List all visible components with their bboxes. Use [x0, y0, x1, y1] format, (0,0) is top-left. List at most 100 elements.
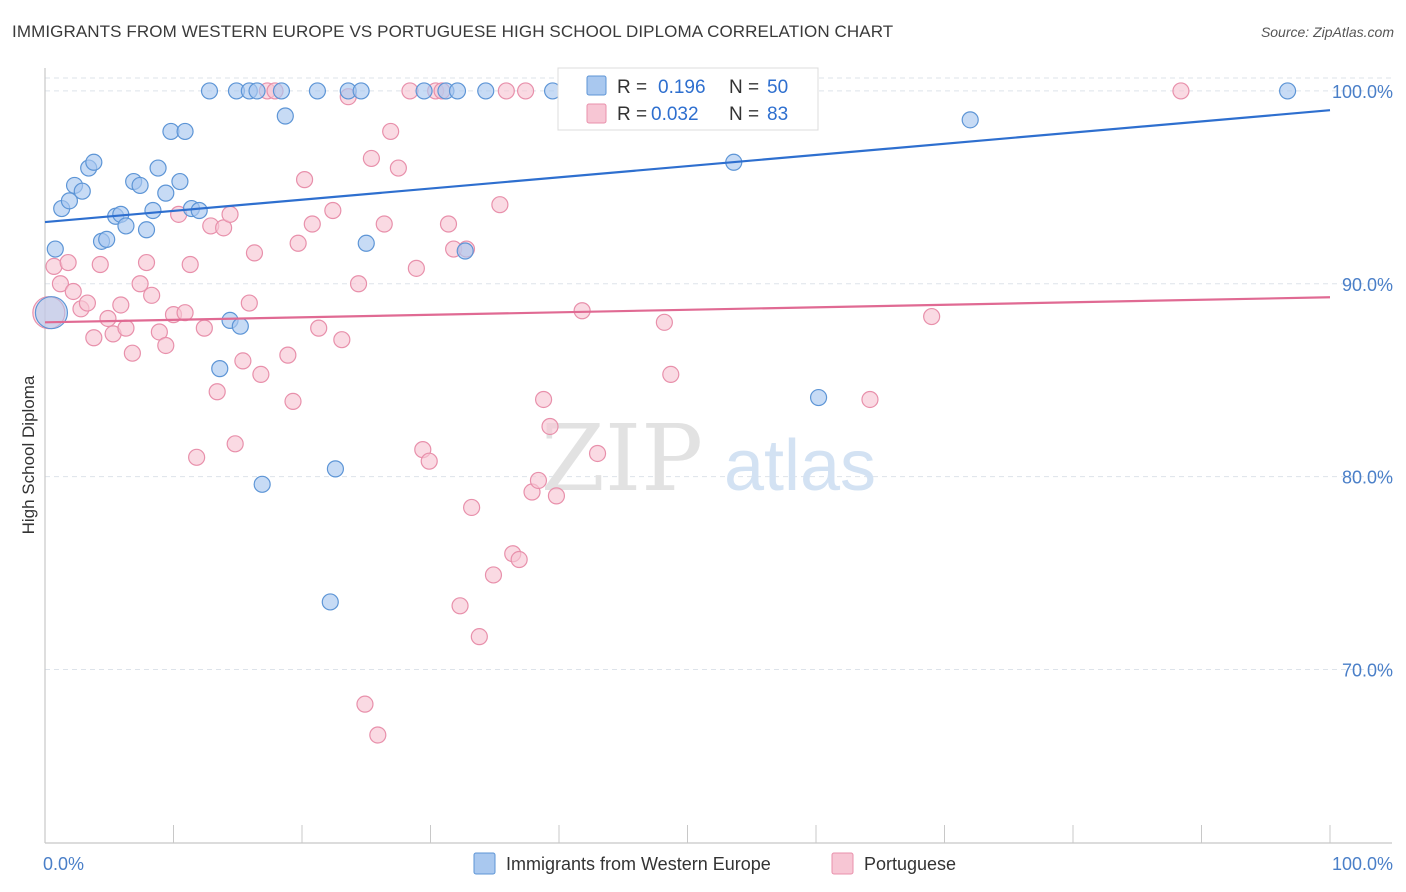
data-point-portuguese — [333, 331, 351, 349]
y-tick-label: 100.0% — [1332, 82, 1393, 102]
stats-n-label-blue: N = — [729, 77, 759, 98]
data-point-portuguese — [470, 628, 488, 646]
data-point-portuguese — [491, 196, 509, 214]
data-point-western-europe — [961, 111, 979, 129]
y-axis-label: High School Diploma — [19, 375, 38, 534]
source-credit: Source: ZipAtlas.com — [1260, 24, 1394, 40]
data-point-western-europe — [176, 122, 194, 141]
data-point-portuguese — [176, 304, 194, 322]
data-point-portuguese — [407, 259, 425, 277]
data-point-portuguese — [252, 365, 270, 383]
data-point-portuguese — [157, 336, 175, 355]
data-point-portuguese — [382, 122, 400, 141]
data-point-western-europe — [415, 82, 433, 100]
data-point-western-europe — [34, 296, 69, 330]
data-point-portuguese — [362, 149, 380, 168]
y-tick-label: 70.0% — [1342, 660, 1393, 680]
data-point-portuguese — [295, 171, 314, 189]
data-point-western-europe — [73, 182, 91, 200]
y-tick-label: 80.0% — [1342, 468, 1393, 488]
data-point-portuguese — [451, 597, 469, 615]
data-point-portuguese — [99, 309, 117, 328]
data-point-portuguese — [51, 275, 70, 293]
data-point-western-europe — [253, 475, 271, 493]
data-point-western-europe — [117, 217, 135, 235]
data-point-western-europe — [809, 388, 828, 407]
data-point-portuguese — [284, 392, 302, 410]
data-point-portuguese — [64, 282, 82, 301]
data-point-portuguese — [143, 286, 161, 304]
data-point-portuguese — [78, 294, 97, 312]
watermark: ZIP atlas — [541, 405, 876, 512]
stats-r-label-pink: R = — [617, 104, 647, 125]
data-point-western-europe — [272, 82, 291, 100]
data-point-portuguese — [861, 390, 879, 409]
data-point-portuguese — [45, 257, 63, 276]
axes — [44, 68, 1392, 844]
trend-lines — [44, 109, 1331, 324]
stats-r-value-blue: 0.196 — [658, 77, 706, 98]
data-point-western-europe — [456, 242, 474, 260]
data-point-portuguese — [516, 82, 535, 100]
data-point-portuguese — [131, 275, 149, 293]
data-point-western-europe — [190, 201, 208, 220]
data-point-portuguese — [85, 329, 103, 347]
data-point-portuguese — [541, 417, 559, 436]
y-tick-labels: 100.0% 90.0% 80.0% 70.0% — [1332, 82, 1393, 681]
data-point-portuguese — [439, 215, 458, 233]
stats-n-value-blue: 50 — [767, 77, 788, 98]
trend-line-western-europe — [44, 109, 1331, 224]
data-point-portuguese — [310, 319, 328, 337]
data-point-western-europe — [60, 192, 79, 210]
series-legend: Immigrants from Western Europe Portugues… — [473, 852, 956, 875]
data-point-western-europe — [448, 82, 467, 100]
data-point-portuguese — [279, 346, 297, 364]
watermark-atlas: atlas — [724, 426, 876, 506]
y-tick-label: 90.0% — [1342, 275, 1393, 295]
data-point-portuguese — [226, 435, 244, 453]
data-point-portuguese — [240, 294, 258, 312]
data-point-western-europe — [200, 82, 219, 100]
data-point-western-europe — [248, 82, 266, 100]
data-point-portuguese — [181, 255, 199, 274]
data-point-western-europe — [144, 201, 162, 220]
data-point-portuguese — [923, 307, 941, 326]
data-point-portuguese — [208, 383, 226, 401]
data-point-western-europe — [149, 159, 167, 177]
data-point-western-europe — [1278, 82, 1297, 100]
data-point-portuguese — [245, 244, 264, 262]
data-point-portuguese — [420, 452, 438, 470]
data-point-portuguese — [588, 444, 607, 463]
data-point-western-europe — [171, 172, 189, 191]
data-point-portuguese — [662, 365, 680, 383]
data-point-western-europe — [308, 82, 327, 100]
stats-legend: R = 0.196 N = 50 R = 0.032 N = 83 — [557, 67, 819, 131]
data-point-portuguese — [289, 234, 307, 252]
data-point-portuguese — [375, 215, 393, 233]
x-tick-labels: 0.0% 100.0% — [43, 854, 1393, 874]
data-point-western-europe — [357, 234, 375, 252]
series-western-europe-points — [34, 82, 1297, 611]
data-point-western-europe — [276, 107, 294, 125]
stats-r-label-blue: R = — [617, 77, 647, 98]
data-point-portuguese — [221, 205, 239, 223]
stats-r-value-pink: 0.032 — [651, 104, 699, 125]
legend-swatch-western-europe — [473, 852, 496, 875]
data-point-western-europe — [85, 153, 103, 171]
legend-swatch-portuguese — [831, 852, 854, 875]
data-point-portuguese — [547, 487, 566, 505]
legend-label-portuguese: Portuguese — [864, 854, 956, 874]
data-point-portuguese — [463, 498, 481, 517]
data-point-western-europe — [98, 230, 116, 249]
data-point-portuguese — [369, 726, 387, 744]
data-point-western-europe — [231, 317, 249, 335]
stats-legend-swatch-blue — [586, 75, 607, 96]
chart-title: IMMIGRANTS FROM WESTERN EUROPE VS PORTUG… — [12, 22, 894, 41]
data-point-portuguese — [234, 352, 252, 370]
data-point-western-europe — [131, 176, 149, 195]
data-point-western-europe — [321, 593, 339, 611]
data-point-western-europe — [157, 184, 175, 202]
data-point-portuguese — [91, 255, 109, 274]
data-point-western-europe — [477, 82, 495, 100]
data-point-portuguese — [1172, 82, 1190, 100]
